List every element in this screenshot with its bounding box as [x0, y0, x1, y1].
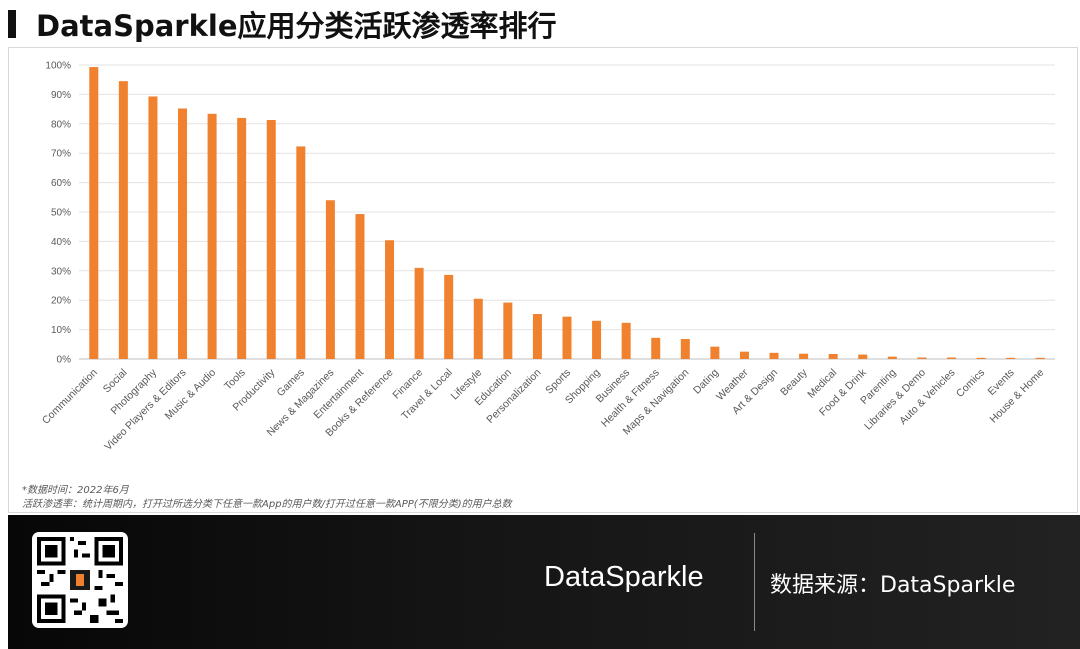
bar — [178, 108, 188, 360]
y-tick-label: 20% — [51, 296, 71, 307]
y-tick-label: 40% — [51, 237, 71, 248]
x-tick-label: Personalization — [484, 367, 543, 426]
bar — [266, 119, 276, 359]
bar — [799, 353, 809, 359]
y-tick-label: 50% — [51, 208, 71, 219]
bar — [621, 322, 631, 359]
bar — [976, 357, 986, 359]
page-title: DataSparkle应用分类活跃渗透率排行 — [36, 9, 557, 43]
x-tick-label: House & Home — [988, 367, 1047, 426]
bar — [414, 267, 424, 359]
qr-code-icon — [32, 532, 128, 628]
bar — [769, 352, 779, 359]
footer-brand-logo: DataSparkle — [544, 561, 704, 593]
note-definition: 活跃渗透率：统计周期内，打开过所选分类下任意一款App的用户数/打开过任意一款A… — [22, 499, 512, 510]
bar — [118, 81, 128, 360]
bar — [1035, 357, 1045, 359]
x-tick-label: Comics — [954, 367, 987, 400]
bar — [89, 67, 99, 360]
bar — [651, 337, 661, 359]
bar — [237, 117, 247, 359]
bar — [148, 96, 158, 359]
bar — [207, 113, 217, 359]
bar — [917, 357, 927, 359]
bar — [1006, 357, 1016, 359]
bar — [325, 200, 335, 359]
y-tick-label: 0% — [57, 355, 72, 366]
x-tick-label: Communication — [40, 367, 100, 427]
bar — [532, 314, 542, 359]
bar — [592, 320, 602, 359]
title-accent-bar — [8, 10, 16, 38]
bar — [296, 146, 306, 359]
footer-divider — [754, 533, 755, 631]
y-tick-label: 70% — [51, 149, 71, 160]
bar — [858, 354, 868, 359]
bar — [680, 339, 690, 359]
data-source-label: 数据来源：DataSparkle — [770, 573, 1016, 598]
bar — [946, 357, 956, 359]
bar — [562, 316, 572, 359]
bar — [385, 240, 395, 359]
bar — [473, 298, 483, 359]
title-area: DataSparkle应用分类活跃渗透率排行 — [8, 4, 557, 44]
bar — [887, 356, 897, 359]
y-tick-label: 30% — [51, 266, 71, 277]
y-tick-label: 90% — [51, 90, 71, 101]
bar — [355, 214, 365, 359]
y-tick-label: 80% — [51, 119, 71, 130]
bar — [739, 351, 749, 359]
x-tick-label: Tools — [222, 367, 248, 393]
footer-banner: DataSparkle 数据来源：DataSparkle — [8, 515, 1080, 649]
note-date: *数据时间：2022年6月 — [22, 485, 129, 496]
bar — [828, 354, 838, 359]
bar — [710, 346, 720, 359]
bar — [444, 274, 454, 359]
y-tick-label: 60% — [51, 178, 71, 189]
bar — [503, 302, 513, 359]
bar-chart: 0% 10% 20% 30% 40% 50% 60% 70% 80% 90% 100% Communi… — [40, 61, 1055, 453]
y-tick-label: 100% — [45, 61, 71, 72]
y-tick-label: 10% — [51, 325, 71, 336]
chart-container: 0% 10% 20% 30% 40% 50% 60% 70% 80% 90% 100% Communi… — [8, 47, 1078, 513]
